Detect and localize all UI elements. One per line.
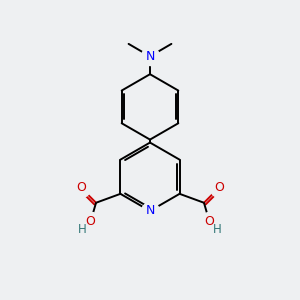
Text: O: O <box>204 215 214 228</box>
Text: N: N <box>145 204 155 218</box>
Text: O: O <box>214 182 224 194</box>
Text: O: O <box>76 182 86 194</box>
Text: H: H <box>213 223 222 236</box>
Text: H: H <box>78 223 87 236</box>
Text: N: N <box>145 50 155 63</box>
Text: O: O <box>86 215 96 228</box>
